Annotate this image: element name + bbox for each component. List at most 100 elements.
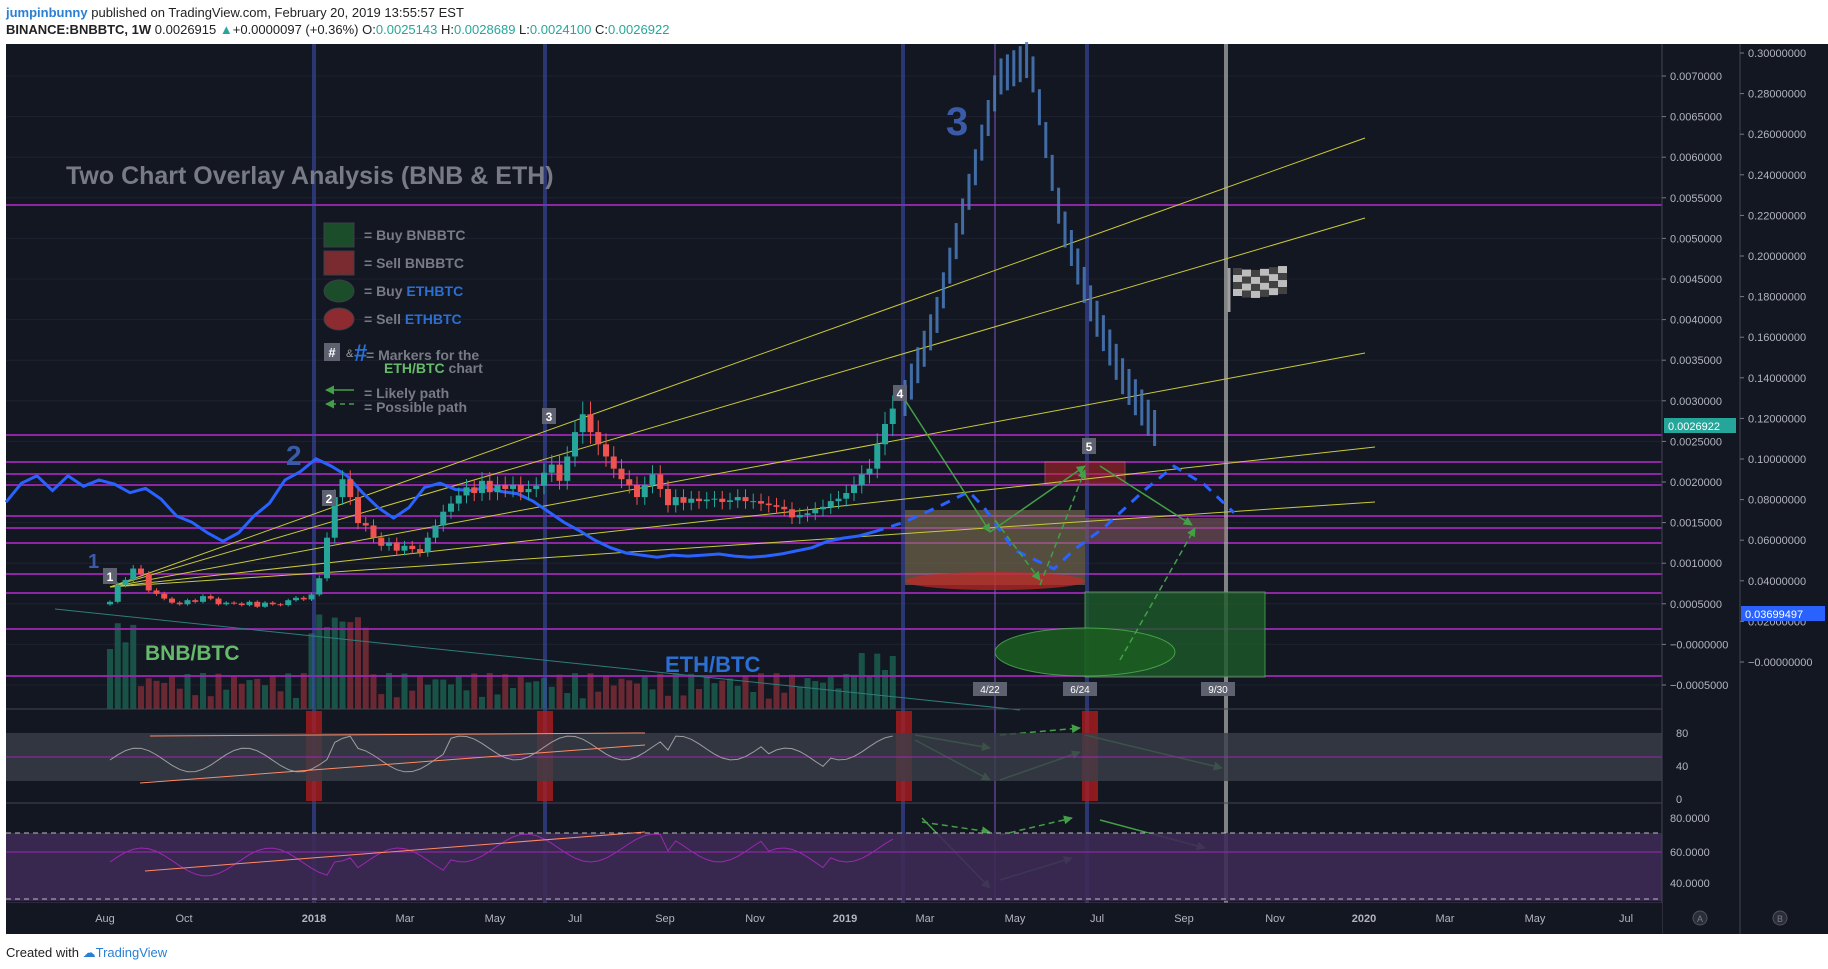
candle-body	[440, 511, 447, 526]
trend-line	[109, 501, 1376, 588]
volume-bar	[169, 676, 175, 709]
axes: 0.0070000 0.0065000 0.0060000 0.0055000 0.00…	[6, 44, 1828, 934]
candle-body	[603, 444, 609, 457]
volume-bar	[688, 673, 695, 709]
volume-bar	[626, 680, 633, 709]
chart-grid	[6, 75, 1662, 686]
projected-candle	[980, 124, 984, 161]
marker-badge	[322, 490, 336, 506]
marker-badge	[103, 568, 117, 584]
candle-body	[192, 600, 199, 602]
rsi-tick-label: 80	[1676, 728, 1688, 740]
volume-bar	[254, 678, 261, 709]
legend-swatch-sell-bnb	[323, 250, 355, 276]
flag-square	[1251, 276, 1260, 284]
indicator-panels	[6, 708, 1662, 904]
x-tick-label: Nov	[745, 913, 765, 925]
possible-path-arrow	[1039, 469, 1087, 586]
x-tick-label: Jul	[568, 913, 582, 925]
y-right-tick-label: 0.26000000	[1748, 129, 1806, 141]
volume-bar	[145, 678, 152, 709]
symbol-name: BINANCE:BNBBTC, 1W	[6, 22, 152, 37]
volume-bar	[734, 685, 741, 709]
trade-zones	[905, 461, 1266, 678]
candle-body	[393, 542, 400, 551]
candle-body	[874, 444, 881, 469]
candle-body	[184, 600, 191, 605]
marker-number: 2	[326, 492, 333, 506]
candle-body	[277, 604, 284, 606]
eth-price-tag-bg	[1741, 606, 1825, 621]
volume-bar	[634, 683, 640, 709]
volume-bar	[378, 694, 385, 709]
candle-body	[773, 505, 780, 507]
sell-bnb-zone-2	[1085, 518, 1225, 542]
candle-body	[153, 590, 160, 594]
volume-bar	[587, 673, 594, 709]
volume-bars	[107, 614, 896, 709]
candle-body	[641, 484, 648, 498]
candle-body	[742, 497, 749, 502]
marker-number: 1	[107, 570, 114, 584]
projected-candle	[929, 314, 933, 351]
candle-body	[719, 498, 726, 502]
y-right-tick-label: 0.30000000	[1748, 48, 1806, 60]
stoch-trend-line	[144, 831, 646, 872]
volume-bar	[362, 627, 369, 709]
candle-body	[161, 593, 168, 599]
rsi-tick-label: 40	[1676, 761, 1688, 773]
buy-eth-zone	[994, 627, 1176, 677]
volume-bar	[471, 673, 478, 709]
legend-hash-glyph-blue: #	[354, 340, 367, 367]
volume-bar	[765, 698, 772, 709]
volume-bar	[347, 622, 354, 709]
projected-candle	[1140, 389, 1144, 426]
candle-body	[238, 603, 245, 606]
volume-bar	[696, 689, 702, 709]
volume-bar	[758, 673, 764, 709]
legend-amp-glyph: &	[346, 348, 354, 360]
finish-flag-icon	[1227, 266, 1287, 312]
last-price-tag: 0.0026922	[1668, 421, 1720, 433]
volume-bar	[851, 674, 857, 709]
candle-body	[207, 596, 214, 599]
eth-btc-series	[4, 457, 1236, 571]
x-tick-label: May	[1005, 913, 1026, 925]
chart-background	[6, 44, 1662, 934]
flag-square	[1251, 290, 1260, 298]
candle-body	[293, 597, 299, 601]
volume-bar	[827, 676, 834, 709]
volume-bar	[610, 685, 617, 709]
author-link[interactable]: jumpinbunny	[6, 5, 88, 20]
volume-bar	[703, 676, 710, 709]
candle-body	[169, 598, 175, 603]
possible-path-arrow	[1119, 527, 1196, 661]
wave-label: 3	[946, 100, 968, 144]
volume-bar	[238, 683, 245, 709]
flag-square	[1278, 273, 1287, 281]
symbol-info: BINANCE:BNBBTC, 1W 0.0026915 ▲+0.0000097…	[6, 22, 669, 37]
candle-body	[285, 600, 292, 606]
date-label-bg	[973, 682, 1007, 696]
tradingview-link[interactable]: TradingView	[95, 945, 168, 960]
legend-swatch-sell-eth	[323, 307, 355, 331]
candle-body	[432, 525, 439, 538]
candle-body	[804, 513, 811, 515]
projected-candle	[961, 198, 965, 235]
axis-badge	[1692, 910, 1708, 926]
projected-candle	[1025, 42, 1029, 79]
projected-candle	[1005, 54, 1009, 91]
volume-bar	[192, 695, 199, 709]
y-right-tick-label: 0.04000000	[1748, 576, 1806, 588]
y-right-tick-label: 0.28000000	[1748, 89, 1806, 101]
possible-path-arrow	[921, 821, 991, 836]
volume-bar	[711, 683, 718, 709]
volume-bar	[409, 690, 416, 709]
y-left-tick-label: 0.0070000	[1670, 71, 1722, 83]
chart-canvas[interactable]: Two Chart Overlay Analysis (BNB & ETH)BN…	[0, 0, 1828, 945]
flag-square	[1233, 268, 1242, 275]
candle-body	[587, 414, 594, 433]
sell-eth-zone	[905, 572, 1085, 590]
candle-body	[316, 578, 323, 595]
x-tick-label: Jul	[1090, 913, 1104, 925]
